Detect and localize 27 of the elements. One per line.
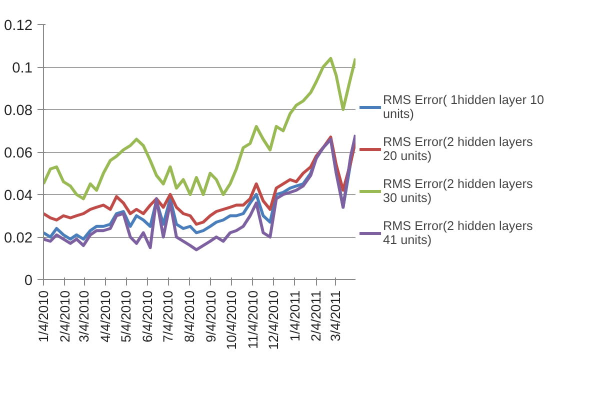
y-tick-label: 0.1	[12, 60, 32, 76]
legend-label: RMS Error( 1hidden layer 10 units)	[383, 93, 544, 121]
y-tick-label: 0.08	[4, 103, 33, 119]
line-series	[44, 57, 356, 200]
legend-label: RMS Error(2 hidden layers 30 units)	[383, 177, 533, 205]
y-tick-label: 0.06	[4, 146, 33, 162]
x-tick-label: 1/4/2010	[36, 290, 51, 342]
x-tick-label: 6/4/2010	[140, 290, 155, 342]
x-tick-label: 10/4/2010	[224, 290, 240, 350]
y-tick-label: 0.12	[4, 18, 33, 34]
x-tick-label: 2/4/2011	[308, 290, 324, 342]
x-tick-label: 2/4/2010	[57, 290, 72, 342]
legend-label: RMS Error(2 hidden layers 41 units)	[383, 219, 533, 247]
x-tick-label: 1/4/2011	[287, 290, 302, 342]
x-tick-label: 12/4/2010	[266, 290, 282, 350]
y-tick-label: 0.04	[4, 188, 33, 204]
x-tick-label: 4/4/2010	[98, 290, 113, 342]
x-tick-label: 3/4/2011	[328, 290, 344, 342]
x-tick-label: 8/4/2010	[182, 290, 198, 342]
y-tick-label: 0.02	[4, 230, 33, 246]
x-tick-label: 5/4/2010	[118, 290, 134, 342]
x-tick-label: 9/4/2010	[203, 290, 218, 342]
x-tick-label: 3/4/2010	[76, 290, 92, 342]
legend-label: RMS Error(2 hidden layers 20 units)	[383, 135, 533, 163]
x-tick-label: 11/4/2010	[245, 290, 260, 349]
x-tick-label: 7/4/2010	[160, 290, 176, 342]
y-tick-label: 0	[24, 273, 33, 289]
